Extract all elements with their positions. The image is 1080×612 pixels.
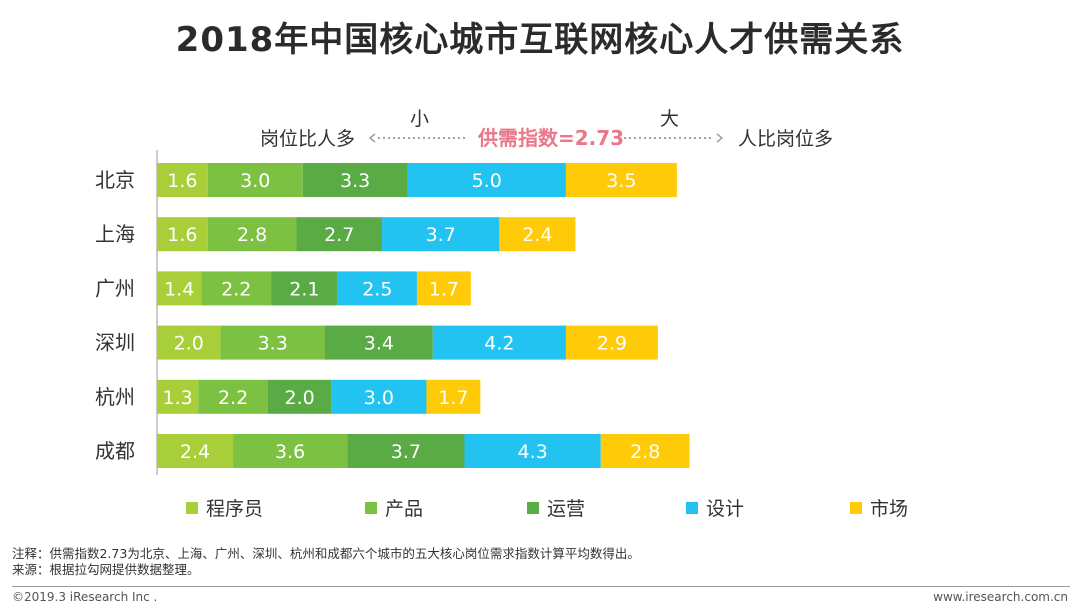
- bar-segment: [233, 434, 348, 468]
- bar-segment: [432, 325, 566, 360]
- chart-legend: 程序员 产品 运营 设计 市场: [0, 494, 1080, 524]
- legend-swatch: [850, 501, 862, 514]
- bar-segment: [464, 434, 601, 468]
- copyright: ©2019.3 iResearch Inc .: [12, 590, 158, 604]
- bar-segment: [157, 379, 199, 414]
- data-label: 3.4: [364, 333, 394, 355]
- bar-segment: [157, 163, 208, 197]
- left-arrow-icon: [368, 133, 468, 143]
- data-label: 1.6: [167, 170, 197, 192]
- bar-segment: [157, 217, 208, 252]
- website-url: www.iresearch.com.cn: [933, 590, 1068, 604]
- legend-label: 市场: [870, 498, 909, 520]
- data-label: 3.0: [240, 170, 270, 192]
- bar-segment: [337, 271, 417, 306]
- category-label: 上海: [95, 222, 135, 246]
- bar-segment: [207, 217, 297, 252]
- bar-segment: [382, 217, 500, 252]
- right-arrow-icon: [624, 133, 724, 143]
- data-label: 2.4: [180, 441, 210, 463]
- right-direction-label: 人比岗位多: [738, 128, 834, 150]
- data-label: 1.3: [162, 387, 192, 409]
- bar-segment: [426, 379, 481, 414]
- data-label: 1.7: [438, 387, 468, 409]
- bar-segment: [220, 325, 326, 360]
- bar-segment: [416, 271, 471, 306]
- legend-label: 产品: [385, 498, 424, 520]
- bar-segment: [207, 163, 303, 197]
- bar-segment: [157, 325, 221, 360]
- legend-swatch: [527, 501, 539, 514]
- data-label: 2.9: [597, 333, 627, 355]
- bar-segment: [600, 434, 690, 468]
- data-label: 1.7: [429, 278, 459, 300]
- bar-segment: [157, 434, 234, 468]
- bar-segment: [565, 325, 658, 360]
- data-label: 1.4: [164, 278, 194, 300]
- bar-segment: [325, 325, 433, 360]
- data-label: 2.5: [362, 278, 392, 300]
- bar-segment: [201, 271, 272, 306]
- legend-item: 市场: [850, 494, 908, 521]
- category-label: 广州: [95, 276, 135, 300]
- data-label: 2.8: [630, 441, 660, 463]
- small-label: 小: [410, 108, 430, 130]
- legend-item: 设计: [686, 494, 744, 521]
- category-label: 成都: [95, 439, 135, 463]
- bar-segment: [271, 271, 338, 306]
- legend-swatch: [365, 501, 377, 514]
- chart-notes: 注释：供需指数2.73为北京、上海、广州、深圳、杭州和成都六个城市的五大核心岗位…: [12, 546, 640, 578]
- legend-label: 程序员: [206, 498, 264, 520]
- category-label: 深圳: [95, 331, 135, 355]
- bar-segment: [347, 434, 465, 468]
- legend-swatch: [686, 501, 698, 514]
- bar-segment: [331, 379, 427, 414]
- legend-label: 运营: [547, 498, 586, 520]
- data-label: 3.7: [391, 441, 421, 463]
- bar-segment: [565, 163, 677, 197]
- bar-segment: [296, 217, 383, 252]
- data-label: 4.2: [484, 333, 514, 355]
- bar-segment: [267, 379, 332, 414]
- left-direction-label: 岗位比人多: [260, 128, 356, 150]
- data-label: 3.3: [258, 333, 288, 355]
- big-label: 大: [660, 108, 680, 130]
- footer-divider: [12, 586, 1070, 587]
- data-label: 2.4: [522, 224, 552, 246]
- data-label: 2.0: [285, 387, 315, 409]
- note-text: 注释：供需指数2.73为北京、上海、广州、深圳、杭州和成都六个城市的五大核心岗位…: [12, 546, 640, 561]
- legend-item: 运营: [527, 494, 585, 521]
- data-label: 3.7: [426, 224, 456, 246]
- chart-title: 2018年中国核心城市互联网核心人才供需关系: [175, 20, 905, 60]
- category-label: 杭州: [95, 385, 135, 409]
- data-label: 1.6: [167, 224, 197, 246]
- data-label: 3.0: [364, 387, 394, 409]
- data-label: 2.0: [174, 333, 204, 355]
- data-label: 3.3: [340, 170, 370, 192]
- legend-swatch: [186, 501, 198, 514]
- data-label: 3.6: [275, 441, 305, 463]
- legend-item: 产品: [365, 494, 423, 521]
- source-text: 来源：根据拉勾网提供数据整理。: [12, 562, 200, 577]
- supply-demand-index: 供需指数=2.73: [478, 126, 625, 150]
- bar-segment: [407, 163, 566, 197]
- bar-segment: [198, 379, 268, 414]
- bar-segment: [499, 217, 576, 252]
- bar-segment: [302, 163, 408, 197]
- supply-demand-direction: 小 大 岗位比人多 人比岗位多 供需指数=2.73: [0, 100, 1080, 160]
- data-label: 2.2: [218, 387, 248, 409]
- legend-item: 程序员: [186, 494, 263, 521]
- data-label: 3.5: [606, 170, 636, 192]
- category-label: 北京: [95, 168, 135, 192]
- bar-segment: [157, 271, 202, 306]
- data-label: 4.3: [518, 441, 548, 463]
- data-label: 2.1: [289, 278, 319, 300]
- legend-label: 设计: [706, 498, 745, 520]
- data-label: 5.0: [472, 170, 502, 192]
- data-label: 2.7: [324, 224, 354, 246]
- data-label: 2.8: [237, 224, 267, 246]
- stacked-bar-chart: 北京 1.6 3.0 3.3 5.0 3.5 上海 1.6 2.8 2.7 3.7 2.4 广州 1.4 2…: [95, 150, 690, 475]
- data-label: 2.2: [221, 278, 251, 300]
